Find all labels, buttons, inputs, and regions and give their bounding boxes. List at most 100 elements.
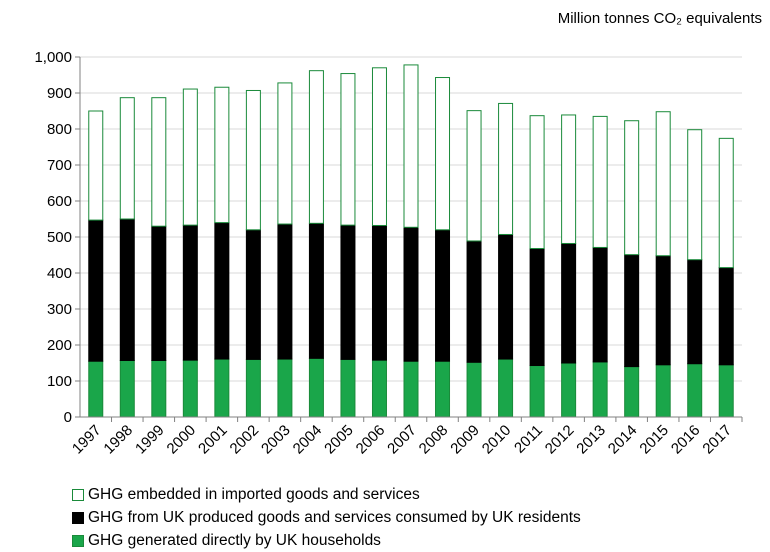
y-tick-label: 900 <box>47 85 72 102</box>
bar-segment-2001-1 <box>214 222 230 360</box>
legend-label-households: GHG generated directly by UK households <box>88 531 381 549</box>
x-tick-label: 2007 <box>384 422 420 458</box>
x-tick-label: 2002 <box>227 422 263 458</box>
bar-segment-2014-2 <box>624 120 640 256</box>
x-tick-label: 2001 <box>195 422 231 458</box>
bar-segment-2005-1 <box>340 224 356 360</box>
bar-segment-2003-0 <box>277 358 293 418</box>
x-tick-label: 1999 <box>132 422 168 458</box>
bar-segment-2015-0 <box>655 364 671 418</box>
bar-segment-2013-2 <box>592 115 608 248</box>
x-tick-label: 2009 <box>447 422 483 458</box>
bar-segment-2008-2 <box>435 77 451 231</box>
x-tick-label: 2011 <box>511 422 546 457</box>
bar-segment-1998-2 <box>119 97 135 220</box>
bar-segment-2014-0 <box>624 366 640 418</box>
x-tick-label: 2008 <box>416 422 452 458</box>
y-tick-label: 100 <box>47 373 72 390</box>
y-tick-label: 700 <box>47 157 72 174</box>
y-axis-ticks: 0 100 200 300 400 500 600 700 800 900 1,000 <box>34 49 80 426</box>
legend-item-households: GHG generated directly by UK households <box>72 529 581 552</box>
legend-swatch-households <box>72 534 84 547</box>
legend-item-imported: GHG embedded in imported goods and servi… <box>72 483 581 506</box>
bar-segment-2011-1 <box>529 248 545 367</box>
bar-segment-2002-0 <box>245 358 261 418</box>
unit-label: Million tonnes CO₂ equivalents <box>557 10 762 27</box>
bar-segment-2000-1 <box>182 224 198 361</box>
bar-segment-2002-1 <box>245 229 261 360</box>
bar-segment-2013-1 <box>592 246 608 363</box>
bar-segment-2004-0 <box>308 357 324 418</box>
legend-swatch-imported <box>72 488 84 501</box>
bar-segment-2011-0 <box>529 365 545 418</box>
x-tick-label: 2012 <box>542 422 578 458</box>
bar-segment-2017-1 <box>718 267 734 366</box>
bar-segment-2012-0 <box>561 362 577 418</box>
bar-segment-2003-2 <box>277 82 293 225</box>
bar-segment-2010-0 <box>498 358 514 418</box>
bars <box>88 64 734 418</box>
legend-label-imported: GHG embedded in imported goods and servi… <box>88 485 420 503</box>
legend: GHG embedded in imported goods and servi… <box>72 483 581 552</box>
x-tick-label: 2015 <box>636 422 672 458</box>
bar-segment-2012-2 <box>561 114 577 244</box>
bar-segment-2000-0 <box>182 359 198 418</box>
x-tick-label: 2000 <box>164 422 200 458</box>
bar-segment-2009-2 <box>466 110 482 242</box>
bar-segment-2006-1 <box>371 224 387 361</box>
bar-segment-2010-1 <box>498 233 514 360</box>
bar-segment-1997-0 <box>88 360 104 418</box>
bar-segment-2006-2 <box>371 67 387 226</box>
legend-label-uk-produced: GHG from UK produced goods and services … <box>88 508 581 526</box>
bar-segment-2006-0 <box>371 359 387 418</box>
bar-segment-2008-1 <box>435 229 451 362</box>
bar-segment-1999-2 <box>151 97 167 227</box>
bar-segment-2007-2 <box>403 64 419 228</box>
x-tick-label: 2003 <box>258 422 294 458</box>
bar-segment-2015-2 <box>655 111 671 257</box>
bar-segment-2015-1 <box>655 255 671 366</box>
bar-segment-1998-0 <box>119 359 135 418</box>
y-tick-label: 1,000 <box>34 49 72 66</box>
bar-segment-2013-0 <box>592 361 608 418</box>
bar-segment-2000-2 <box>182 88 198 226</box>
bar-segment-2008-0 <box>435 360 451 418</box>
bar-segment-2011-2 <box>529 115 545 250</box>
bar-segment-2001-2 <box>214 86 230 224</box>
y-tick-label: 200 <box>47 337 72 354</box>
bar-segment-2009-0 <box>466 361 482 418</box>
bar-segment-1998-1 <box>119 218 135 361</box>
y-tick-label: 0 <box>64 409 72 426</box>
bar-segment-2016-2 <box>687 129 703 261</box>
bar-segment-2005-2 <box>340 73 356 226</box>
x-tick-label: 1998 <box>100 422 136 458</box>
x-tick-label: 2005 <box>321 422 357 458</box>
y-tick-label: 400 <box>47 265 72 282</box>
y-tick-label: 800 <box>47 121 72 138</box>
bar-segment-2005-0 <box>340 358 356 418</box>
bar-segment-1997-1 <box>88 219 104 362</box>
bar-segment-2017-2 <box>718 137 734 269</box>
x-tick-label: 2010 <box>479 422 515 458</box>
x-tick-label: 2014 <box>605 422 641 458</box>
bar-segment-1999-1 <box>151 225 167 361</box>
bar-segment-2010-2 <box>498 102 514 235</box>
bar-segment-2017-0 <box>718 364 734 418</box>
bar-segment-2003-1 <box>277 223 293 360</box>
bar-segment-2004-1 <box>308 222 324 359</box>
legend-swatch-uk-produced <box>72 511 84 524</box>
bar-segment-1999-0 <box>151 359 167 418</box>
bar-segment-2016-1 <box>687 259 703 365</box>
legend-item-uk-produced: GHG from UK produced goods and services … <box>72 506 581 529</box>
x-tick-label: 1997 <box>69 422 105 458</box>
x-tick-label: 2017 <box>699 422 735 458</box>
bar-segment-2002-2 <box>245 89 261 231</box>
bar-segment-2004-2 <box>308 70 324 224</box>
y-tick-label: 300 <box>47 301 72 318</box>
x-tick-label: 2013 <box>573 422 609 458</box>
y-tick-label: 500 <box>47 229 72 246</box>
bar-segment-2016-0 <box>687 363 703 418</box>
x-tick-label: 2016 <box>668 422 704 458</box>
x-axis-ticks: 1997199819992000200120022003200420052006… <box>69 417 743 458</box>
